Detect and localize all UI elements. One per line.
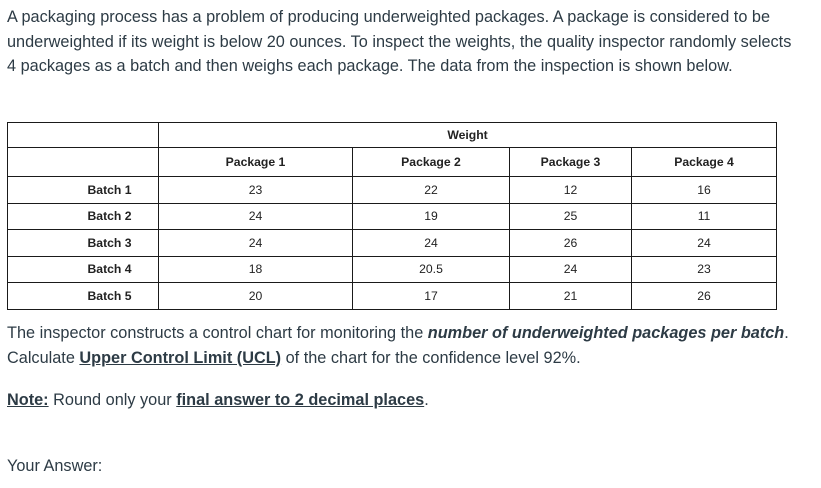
table-cell: 25 (509, 202, 632, 230)
table-cell: 12 (509, 176, 632, 204)
table-row: Batch 4 18 20.5 24 23 (7, 255, 778, 283)
ucl-term: Upper Control Limit (UCL) (79, 348, 282, 367)
table-row: Batch 3 24 24 26 24 (7, 229, 778, 257)
table-row: Batch 1 23 22 12 16 (7, 176, 778, 204)
table-cell: 11 (630, 202, 778, 230)
table-corner-cell (7, 122, 159, 148)
question-part: The inspector constructs a control chart… (7, 324, 428, 342)
note-emphasis: final answer to 2 decimal places (176, 391, 425, 409)
table-cell: 22 (352, 176, 510, 204)
inspection-data-table: Weight Package 1 Package 2 Package 3 Pac… (7, 122, 778, 310)
note-text: Round only your (48, 391, 177, 409)
table-cell: 24 (509, 255, 632, 283)
answer-label: Your Answer: (7, 457, 103, 475)
column-header: Package 1 (158, 147, 353, 177)
table-cell: 23 (630, 255, 778, 283)
table-cell: 16 (630, 176, 778, 204)
table-cell: 23 (158, 176, 353, 204)
table-cell: 24 (352, 229, 510, 257)
table-cell: 21 (509, 282, 632, 310)
table-row: Batch 2 24 19 25 11 (7, 202, 778, 230)
table-cell: 20.5 (352, 255, 510, 283)
table-cell: 24 (158, 229, 353, 257)
table-corner-cell (7, 147, 159, 177)
row-label: Batch 3 (7, 229, 159, 257)
row-label: Batch 4 (7, 255, 159, 283)
column-header: Package 3 (509, 147, 632, 177)
row-label: Batch 2 (7, 202, 159, 230)
table-cell: 20 (158, 282, 353, 310)
question-part: . Calculate (7, 324, 789, 367)
weight-header: Weight (157, 122, 778, 148)
table-header-row-columns: Package 1 Package 2 Package 3 Package 4 (7, 147, 778, 177)
note-label: Note: (7, 391, 49, 409)
table-cell: 18 (158, 255, 353, 283)
question-emphasis: number of underweighted packages per bat… (427, 324, 785, 342)
table-cell: 19 (352, 202, 510, 230)
table-row: Batch 5 20 17 21 26 (7, 282, 778, 310)
table-cell: 26 (509, 229, 632, 257)
column-header: Package 2 (352, 147, 510, 177)
column-header: Package 4 (630, 147, 778, 177)
problem-intro: A packaging process has a problem of pro… (7, 8, 792, 76)
table-header-row-group: Weight (7, 122, 778, 148)
question-part: of the chart for the confidence level 92… (281, 348, 581, 367)
table-cell: 24 (630, 229, 778, 257)
note-text: . (424, 391, 429, 409)
table-cell: 24 (158, 202, 353, 230)
question-text: The inspector constructs a control chart… (7, 321, 807, 370)
row-label: Batch 5 (7, 282, 159, 310)
table-cell: 26 (630, 282, 778, 310)
row-label: Batch 1 (7, 176, 159, 204)
rounding-note: Note: Round only your final answer to 2 … (7, 388, 429, 412)
table-cell: 17 (352, 282, 510, 310)
